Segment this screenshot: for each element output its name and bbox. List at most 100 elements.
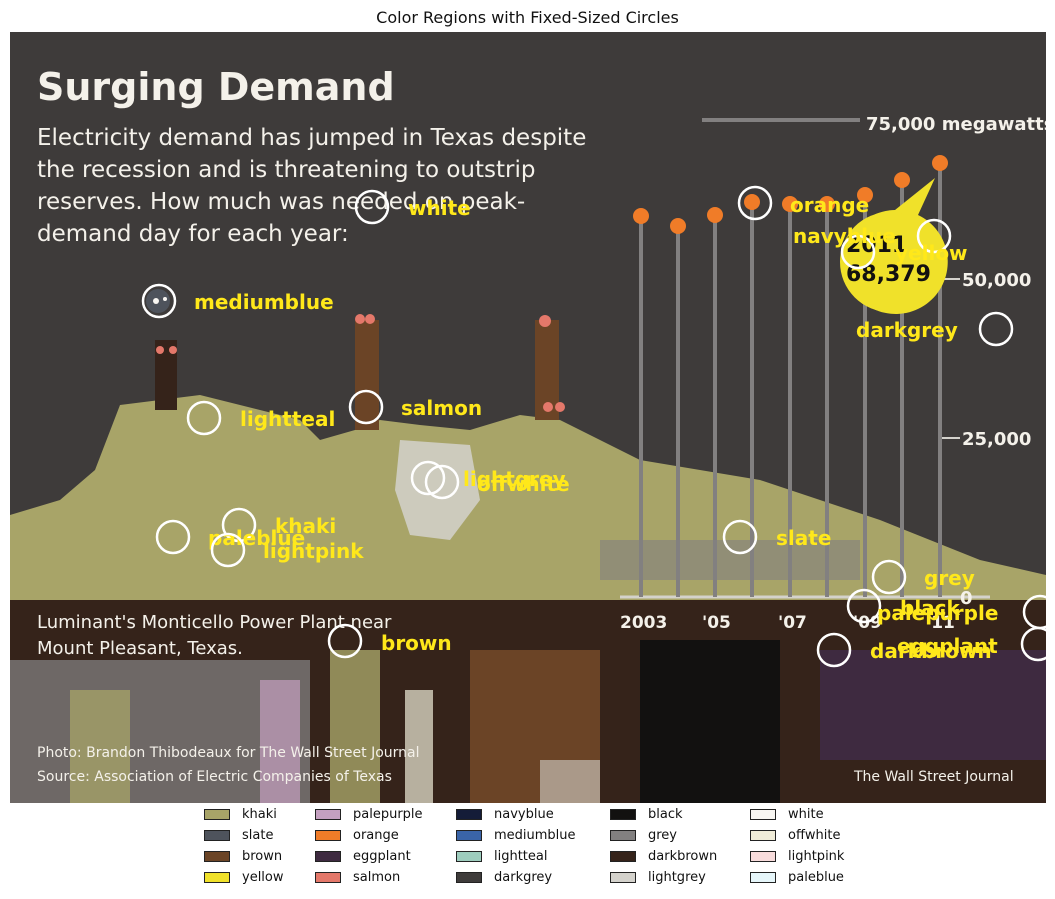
- legend-item-brown: brown: [204, 846, 284, 867]
- reflection-khaki: [70, 690, 130, 803]
- stack-light: [169, 346, 177, 354]
- figure-title: Color Regions with Fixed-Sized Circles: [376, 8, 679, 27]
- pole-top: [782, 196, 798, 212]
- legend-swatch: [750, 872, 776, 883]
- year-tick: '05: [702, 613, 731, 633]
- legend-item-salmon: salmon: [315, 867, 423, 888]
- legend-item-lightpink: lightpink: [750, 846, 844, 867]
- annotation-circle-orange: [737, 185, 773, 221]
- legend-item-darkgrey: darkgrey: [456, 867, 576, 888]
- floodlight-glow: [163, 297, 167, 301]
- annotation-label-mediumblue: mediumblue: [194, 290, 334, 314]
- image-publisher: The Wall Street Journal: [853, 769, 1014, 785]
- legend-swatch: [456, 872, 482, 883]
- legend-item-darkbrown: darkbrown: [610, 846, 717, 867]
- annotation-circle-salmon: [348, 389, 384, 425]
- legend-item-palepurple: palepurple: [315, 804, 423, 825]
- legend-swatch: [204, 872, 230, 883]
- annotation-label-lightpink: lightpink: [263, 539, 364, 563]
- image-intro-line: demand day for each year:: [37, 221, 349, 247]
- legend-label: khaki: [242, 807, 277, 822]
- legend-swatch: [315, 809, 341, 820]
- annotation-label-white: white: [408, 196, 471, 220]
- stack-light: [156, 346, 164, 354]
- stack-light: [555, 402, 565, 412]
- annotation-label-palepurple: palepurple: [877, 601, 998, 625]
- image-intro-line: reserves. How much was needed on peak-: [37, 189, 525, 215]
- annotation-circle-lightpink: [210, 532, 246, 568]
- annotation-label-grey: grey: [924, 566, 975, 590]
- legend-label: eggplant: [353, 849, 411, 864]
- legend-label: lightgrey: [648, 870, 706, 885]
- annotation-circle-eggplant: [1020, 626, 1055, 662]
- legend-label: paleblue: [788, 870, 844, 885]
- legend-item-eggplant: eggplant: [315, 846, 423, 867]
- annotation-label-darkgrey: darkgrey: [856, 318, 958, 342]
- legend-label: slate: [242, 828, 274, 843]
- annotation-circle-lightteal: [186, 400, 222, 436]
- legend-label: darkbrown: [648, 849, 718, 864]
- stack-light: [365, 314, 375, 324]
- annotation-circle-offwhite: [424, 464, 460, 500]
- legend-swatch: [750, 809, 776, 820]
- legend-column: black grey darkbrown lightgrey: [610, 804, 717, 888]
- annotation-circle-black: [846, 588, 882, 624]
- annotation-label-offwhite: offwhite: [477, 472, 570, 496]
- legend-swatch: [610, 830, 636, 841]
- legend-swatch: [315, 851, 341, 862]
- legend-item-white: white: [750, 804, 844, 825]
- annotation-circle-brown: [327, 623, 363, 659]
- stack-light: [543, 402, 553, 412]
- reflection-eggplant: [820, 650, 1046, 760]
- reflection-light: [405, 690, 433, 803]
- legend-column: palepurple orange eggplant salmon: [315, 804, 423, 888]
- year-tick: 2003: [620, 613, 667, 633]
- legend-swatch: [315, 830, 341, 841]
- photo-image: Surging Demand Electricity demand has ju…: [10, 32, 1046, 803]
- image-headline: Surging Demand: [37, 65, 395, 109]
- annotation-circle-grey: [871, 559, 907, 595]
- legend-swatch: [610, 851, 636, 862]
- annotation-label-navyblue: navyblue: [793, 224, 896, 248]
- annotation-circle-navyblue: [840, 234, 876, 270]
- annotation-label-paleblue: paleblue: [208, 526, 305, 550]
- axis-tick-50000: 50,000: [962, 270, 1031, 291]
- legend-item-lightgrey: lightgrey: [610, 867, 717, 888]
- image-caption-line: Luminant's Monticello Power Plant near: [37, 612, 392, 633]
- year-tick: '11: [926, 613, 955, 633]
- legend-column: navyblue mediumblue lightteal darkgrey: [456, 804, 576, 888]
- legend-swatch: [456, 851, 482, 862]
- legend-item-offwhite: offwhite: [750, 825, 844, 846]
- floodlight-glow: [153, 298, 159, 304]
- annotation-label-lightgrey: lightgrey: [463, 467, 566, 491]
- legend-label: brown: [242, 849, 283, 864]
- legend-label: salmon: [353, 870, 401, 885]
- annotation-circle-mediumblue: [141, 283, 177, 319]
- legend-label: lightpink: [788, 849, 845, 864]
- legend-label: lightteal: [494, 849, 548, 864]
- pole-top: [857, 187, 873, 203]
- pole-top: [707, 207, 723, 223]
- pole-top: [633, 208, 649, 224]
- image-credit-line: Source: Association of Electric Companie…: [37, 769, 392, 785]
- pole-top: [932, 155, 948, 171]
- legend-item-yellow: yellow: [204, 867, 284, 888]
- callout-value: 68,379: [846, 262, 931, 287]
- legend-column: khaki slate brown yellow: [204, 804, 284, 888]
- legend-label: yellow: [242, 870, 284, 885]
- image-credit-line: Photo: Brandon Thibodeaux for The Wall S…: [37, 745, 420, 761]
- legend-item-lightteal: lightteal: [456, 846, 576, 867]
- reflection-khaki: [330, 650, 380, 803]
- legend-item-paleblue: paleblue: [750, 867, 844, 888]
- legend-label: orange: [353, 828, 399, 843]
- annotation-label-slate: slate: [776, 526, 831, 550]
- legend-label: black: [648, 807, 683, 822]
- legend-label: mediumblue: [494, 828, 576, 843]
- annotation-circle-darkbrown: [816, 632, 852, 668]
- legend-label: grey: [648, 828, 678, 843]
- annotation-label-salmon: salmon: [401, 396, 482, 420]
- pole-top: [894, 172, 910, 188]
- annotation-circle-yellow: [916, 218, 952, 254]
- legend-swatch: [750, 830, 776, 841]
